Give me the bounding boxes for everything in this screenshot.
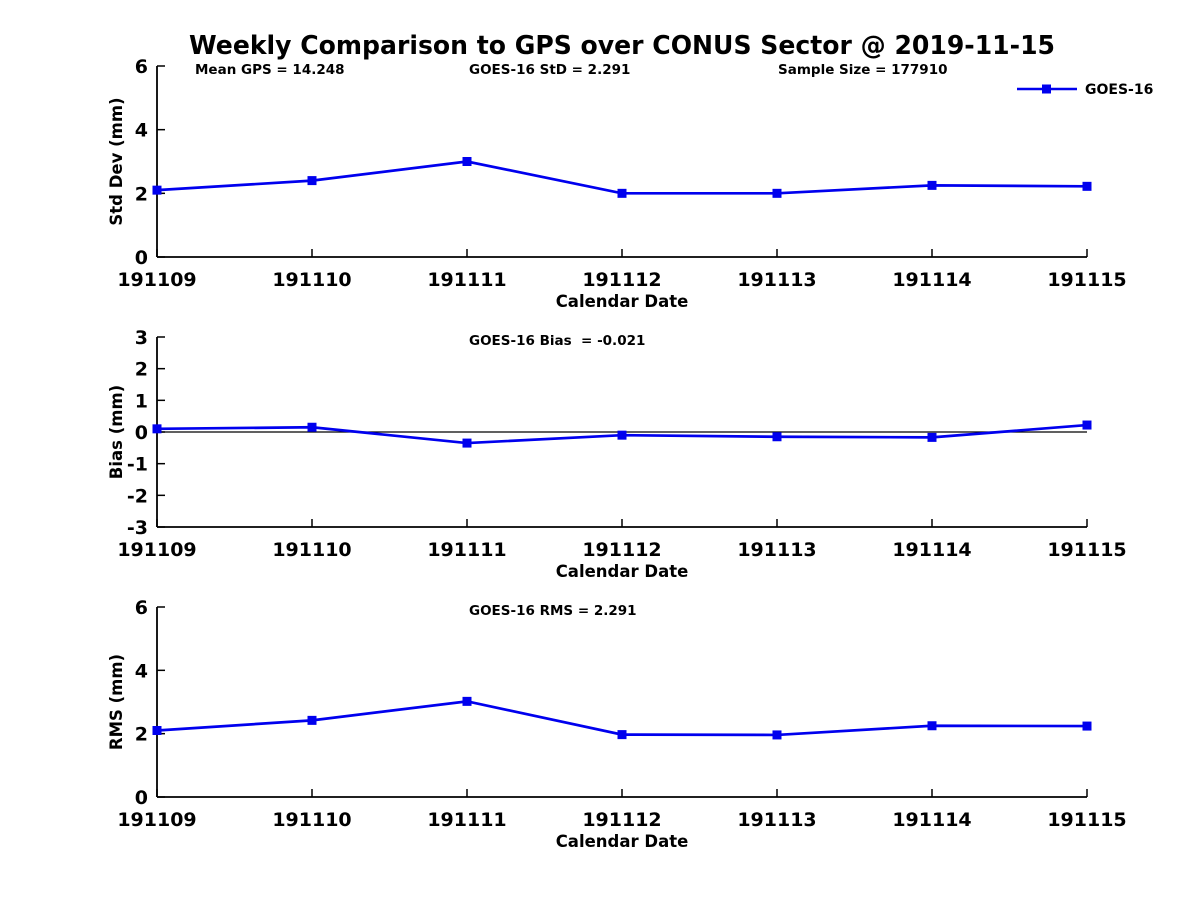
data-point-marker xyxy=(307,715,317,725)
data-point-marker xyxy=(152,726,162,735)
data-line xyxy=(156,160,1088,195)
data-point-marker xyxy=(462,696,472,706)
annotation-text: Sample Size = 177910 xyxy=(778,62,947,78)
data-point-marker xyxy=(1082,420,1092,430)
y-tick-label: 1 xyxy=(135,390,148,412)
legend-marker-icon xyxy=(1042,84,1051,94)
x-tick-label: 191113 xyxy=(737,269,816,291)
y-tick-label: -2 xyxy=(127,485,148,507)
x-axis-title: Calendar Date xyxy=(556,562,689,581)
x-tick-label: 191114 xyxy=(892,269,971,291)
data-point-marker xyxy=(617,188,627,198)
data-point-marker xyxy=(152,424,162,434)
legend: GOES-16 xyxy=(1017,82,1153,98)
x-tick-label: 191113 xyxy=(737,539,816,561)
y-tick-label: -1 xyxy=(127,454,148,476)
x-tick-label: 191110 xyxy=(272,269,351,291)
x-tick-label: 191110 xyxy=(272,539,351,561)
data-point-marker xyxy=(462,157,472,166)
data-point-marker xyxy=(927,180,937,190)
annotation-text: GOES-16 RMS = 2.291 xyxy=(469,603,637,619)
chart-bias: -3 -2 -1 0 1 2 3 191109 191110 191111 191112 191113… xyxy=(107,327,1127,581)
y-tick-label: 0 xyxy=(135,787,148,809)
chart-rms: 0 2 4 6 191109 191110 191111 191112 191113 191114… xyxy=(107,597,1127,851)
y-tick-label: -3 xyxy=(127,517,148,539)
data-point-marker xyxy=(617,430,627,440)
x-tick-label: 191115 xyxy=(1047,539,1126,561)
y-tick-label: 6 xyxy=(135,56,148,78)
y-tick-label: 0 xyxy=(135,422,148,444)
data-point-marker xyxy=(927,432,937,442)
x-tick-label: 191112 xyxy=(582,269,661,291)
data-point-marker xyxy=(927,721,937,731)
y-tick-label: 2 xyxy=(135,724,148,746)
y-axis-title: Bias (mm) xyxy=(107,385,126,479)
x-tick-label: 191111 xyxy=(427,809,506,831)
x-tick-label: 191114 xyxy=(892,809,971,831)
y-tick-label: 0 xyxy=(135,247,148,269)
chart-std-dev: 0 2 4 6 191109 191110 191111 191112 191113 191114… xyxy=(107,56,1127,311)
x-tick-label: 191111 xyxy=(427,269,506,291)
y-tick-label: 6 xyxy=(135,597,148,619)
x-tick-label: 191109 xyxy=(117,269,196,291)
y-tick-label: 2 xyxy=(135,359,148,381)
y-tick-label: 2 xyxy=(135,183,148,205)
data-point-marker xyxy=(772,432,782,442)
data-point-marker xyxy=(307,176,317,186)
x-axis-title: Calendar Date xyxy=(556,292,689,311)
x-axis-title: Calendar Date xyxy=(556,832,689,851)
x-tick-label: 191112 xyxy=(582,809,661,831)
y-tick-label: 3 xyxy=(135,327,148,349)
y-axis-title: RMS (mm) xyxy=(107,654,126,750)
data-point-marker xyxy=(152,185,162,195)
y-tick-label: 4 xyxy=(135,660,148,682)
x-tick-label: 191111 xyxy=(427,539,506,561)
y-axis-title: Std Dev (mm) xyxy=(107,97,126,225)
x-tick-label: 191110 xyxy=(272,809,351,831)
data-point-marker xyxy=(1082,721,1092,731)
x-tick-label: 191109 xyxy=(117,539,196,561)
data-point-marker xyxy=(307,422,317,432)
y-tick-label: 4 xyxy=(135,120,148,142)
figure-title: Weekly Comparison to GPS over CONUS Sect… xyxy=(189,31,1055,61)
data-point-marker xyxy=(617,730,627,740)
annotation-text: GOES-16 Bias = -0.021 xyxy=(469,333,645,349)
data-point-marker xyxy=(462,438,472,448)
annotation-text: Mean GPS = 14.248 xyxy=(195,62,345,78)
data-point-marker xyxy=(1082,181,1092,191)
x-tick-label: 191115 xyxy=(1047,269,1126,291)
data-point-marker xyxy=(772,188,782,198)
annotation-text: GOES-16 StD = 2.291 xyxy=(469,62,630,78)
x-tick-label: 191115 xyxy=(1047,809,1126,831)
x-tick-label: 191114 xyxy=(892,539,971,561)
charts-group: 0 2 4 6 191109 191110 191111 191112 191113 191114… xyxy=(107,56,1127,851)
data-point-marker xyxy=(772,730,782,740)
x-tick-label: 191109 xyxy=(117,809,196,831)
x-tick-label: 191113 xyxy=(737,809,816,831)
x-tick-label: 191112 xyxy=(582,539,661,561)
data-line xyxy=(156,699,1088,737)
legend-label: GOES-16 xyxy=(1085,82,1153,98)
